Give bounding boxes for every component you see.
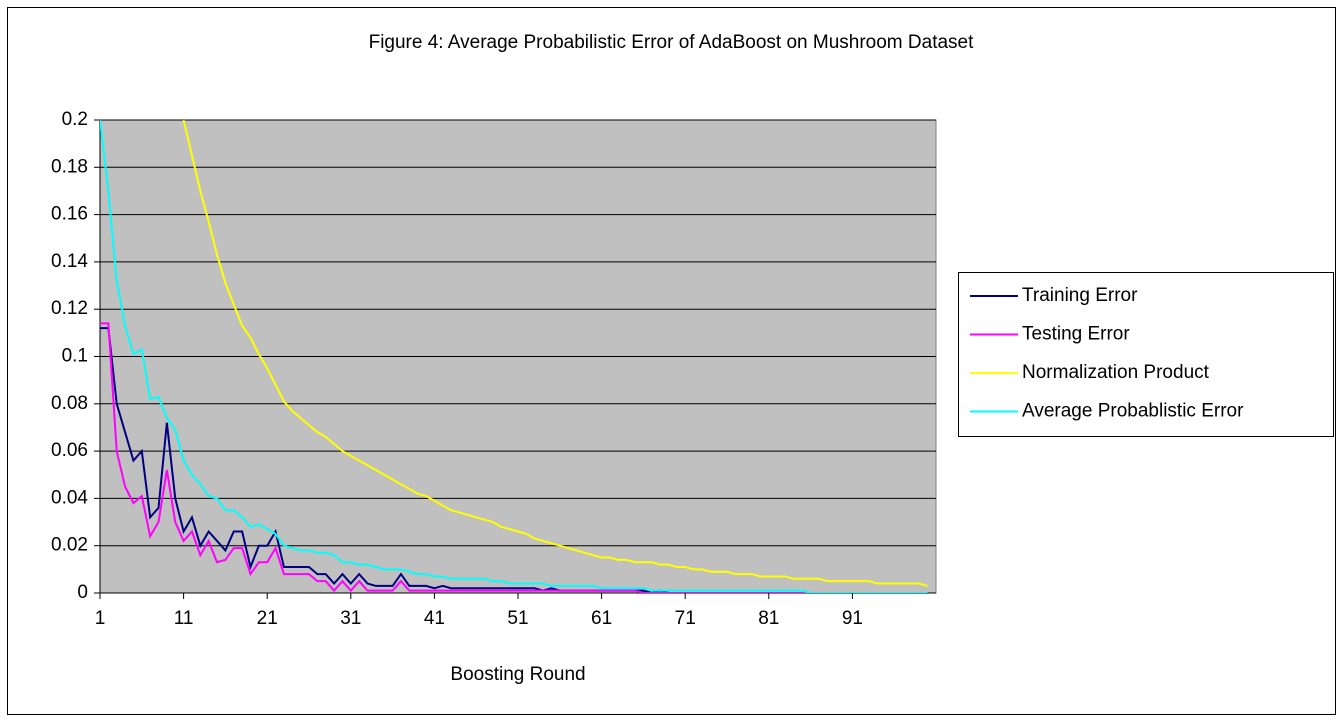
y-tick-label: 0.04 xyxy=(51,487,88,508)
chart-title: Figure 4: Average Probabilistic Error of… xyxy=(369,32,975,53)
x-axis-label: Boosting Round xyxy=(450,664,585,685)
x-tick-label: 31 xyxy=(340,608,361,629)
series-line xyxy=(100,119,928,593)
legend-label: Training Error xyxy=(1022,285,1138,306)
y-tick-label: 0.2 xyxy=(62,109,88,130)
y-tick-label: 0.12 xyxy=(51,298,88,319)
x-tick-label: 61 xyxy=(591,608,612,629)
y-tick-label: 0.06 xyxy=(51,440,88,461)
legend-label: Normalization Product xyxy=(1022,362,1210,383)
x-tick-label: 81 xyxy=(758,608,779,629)
y-tick-label: 0.16 xyxy=(51,204,88,225)
x-tick-label: 71 xyxy=(675,608,696,629)
y-tick-label: 0.18 xyxy=(51,156,88,177)
legend-label: Testing Error xyxy=(1022,324,1130,345)
x-tick-label: 91 xyxy=(842,608,863,629)
y-tick-label: 0 xyxy=(77,582,88,603)
series-line xyxy=(182,119,928,587)
x-tick-label: 41 xyxy=(424,608,445,629)
x-tick-label: 51 xyxy=(507,608,528,629)
x-tick-label: 21 xyxy=(257,608,278,629)
y-tick-label: 0.02 xyxy=(51,535,88,556)
series-line xyxy=(100,322,928,593)
x-tick-label: 1 xyxy=(95,608,106,629)
x-tick-label: 11 xyxy=(174,608,194,629)
y-tick-label: 0.14 xyxy=(51,251,88,272)
legend-label: Average Probablistic Error xyxy=(1022,401,1244,422)
legend-box xyxy=(958,272,1334,437)
y-tick-label: 0.08 xyxy=(51,393,88,414)
series-line xyxy=(100,327,928,593)
y-tick-label: 0.1 xyxy=(62,346,88,367)
